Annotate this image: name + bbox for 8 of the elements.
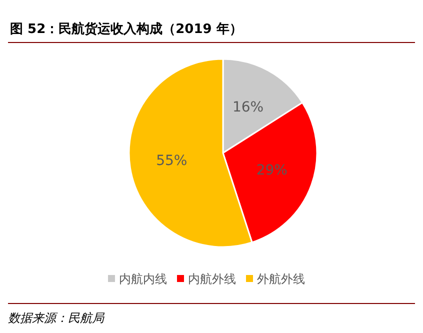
data-label: 29% <box>256 162 288 179</box>
data-label: 16% <box>232 99 264 116</box>
legend-label: 外航外线 <box>257 272 305 286</box>
legend-label: 内航内线 <box>119 272 167 286</box>
legend-label: 内航外线 <box>188 272 236 286</box>
source-note: 数据来源：民航局 <box>8 303 415 327</box>
chart-title: 图 52：民航货运收入构成（2019 年） <box>8 8 415 43</box>
data-label: 55% <box>156 153 188 170</box>
